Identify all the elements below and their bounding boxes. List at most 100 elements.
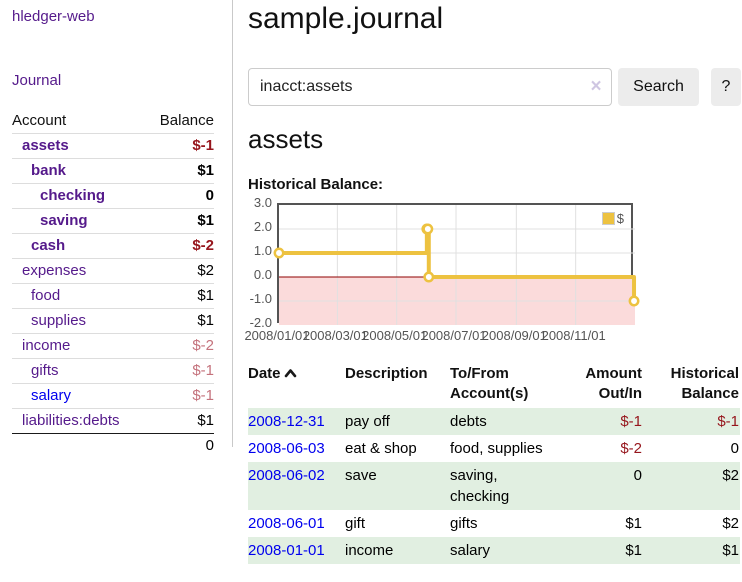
y-axis-tick-label: 1.0 [253,243,272,258]
y-axis-tick-label: 2.0 [253,219,272,234]
x-axis-tick-label: 2008/05/01 [362,328,428,343]
account-row: bank $1 [12,158,214,183]
accounts-total-row: 0 [12,433,214,457]
search-button[interactable]: Search [618,68,699,106]
historical-balance-chart: 3.0 2.0 1.0 0.0 -1.0 -2.0 $ 2008/01/01 2008/03… [244,195,740,345]
transaction-row: 2008-12-31 pay off debts $-1 $-1 [248,408,740,435]
sort-ascending-icon [284,365,297,385]
transaction-accounts: gifts [450,515,478,532]
account-row: gifts $-1 [12,358,214,383]
transaction-description: save [345,467,377,484]
accounts-rows: assets $-1 bank $1 checking 0 saving $1 cash $-2 e… [12,133,214,433]
x-axis-tick-label: 2008/09/01 [481,328,547,343]
account-link[interactable]: liabilities:debts [22,412,120,429]
y-axis-tick-label: -1.0 [249,291,272,306]
account-row: checking 0 [12,183,214,208]
transaction-amount: $1 [625,542,642,559]
account-link[interactable]: cash [31,237,66,254]
transaction-amount: $-1 [620,413,642,430]
account-link[interactable]: food [31,287,61,304]
account-link[interactable]: assets [22,137,69,154]
transaction-amount: $1 [625,515,642,532]
account-balance: $-1 [192,387,214,404]
x-axis-tick-label: 2008/11/01 [541,328,606,343]
transaction-row: 2008-01-01 income salary $1 $1 [248,537,740,564]
accounts-table: Account Balance assets $-1 bank $1 checking 0… [12,110,214,457]
chart-legend: $ [601,211,624,226]
account-link[interactable]: gifts [31,362,59,379]
transaction-amount: 0 [633,467,642,484]
transaction-accounts: saving, checking [450,467,510,505]
transaction-description: eat & shop [345,440,417,457]
app-title-link[interactable]: hledger-web [12,8,95,25]
account-row: assets $-1 [12,133,214,158]
y-axis-tick-label: 3.0 [253,195,272,210]
chart-title: Historical Balance: [248,176,384,193]
legend-swatch [601,212,615,225]
page-title: sample.journal [248,2,444,35]
transaction-date-link[interactable]: 2008-12-31 [248,413,325,430]
clear-search-icon[interactable]: × [590,76,602,97]
transaction-balance: $2 [722,515,739,532]
column-header-description: Description [345,365,428,382]
transaction-date-link[interactable]: 2008-01-01 [248,542,325,559]
account-link[interactable]: salary [31,387,72,404]
transaction-row: 2008-06-01 gift gifts $1 $2 [248,510,740,537]
transaction-amount: $-2 [620,440,642,457]
account-link[interactable]: checking [40,187,106,204]
accounts-total-value: 0 [205,437,214,454]
account-balance: $1 [197,212,214,229]
y-axis-tick-label: -2.0 [249,315,272,330]
column-header-date[interactable]: Date [248,362,345,408]
y-axis-tick-label: 0.0 [253,267,272,282]
sidebar-item-journal[interactable]: Journal [12,72,62,89]
account-balance: 0 [205,187,214,204]
transaction-row: 2008-06-03 eat & shop food, supplies $-2 0 [248,435,740,462]
account-balance: $1 [197,412,214,429]
account-balance: $-2 [192,337,214,354]
account-column-header: Account [12,112,67,129]
search-input[interactable] [248,68,612,106]
account-balance: $1 [197,312,214,329]
account-balance: $2 [197,262,214,279]
chart-plot-area: $ [273,203,640,325]
transaction-date-link[interactable]: 2008-06-03 [248,440,325,457]
account-balance: $-1 [192,362,214,379]
account-balance: $1 [197,162,214,179]
account-row: liabilities:debts $1 [12,408,214,433]
transaction-date-link[interactable]: 2008-06-02 [248,467,325,484]
account-row: saving $1 [12,208,214,233]
transaction-description: gift [345,515,366,532]
account-row: cash $-2 [12,233,214,258]
register-table: Date Description To/From Account(s) Amou… [248,362,740,564]
x-axis-tick-label: 2008/03/01 [302,328,368,343]
account-link[interactable]: income [22,337,71,354]
transaction-date-link[interactable]: 2008-06-01 [248,515,325,532]
transaction-balance: $1 [722,542,739,559]
transaction-balance: $-1 [717,413,739,430]
balance-column-header: Balance [159,112,214,129]
column-header-accounts: To/From Account(s) [450,365,529,402]
account-balance: $-2 [192,237,214,254]
account-row: salary $-1 [12,383,214,408]
account-row: food $1 [12,283,214,308]
column-header-amount: Amount Out/In [585,365,642,402]
account-link[interactable]: expenses [22,262,87,279]
transaction-accounts: food, supplies [450,440,543,457]
chart-canvas [273,205,640,325]
transaction-accounts: debts [450,413,487,430]
account-row: expenses $2 [12,258,214,283]
account-link[interactable]: supplies [31,312,87,329]
account-balance: $-1 [192,137,214,154]
register-header-row: Date Description To/From Account(s) Amou… [248,362,740,408]
account-heading: assets [248,124,324,154]
account-link[interactable]: saving [40,212,88,229]
sidebar: hledger-web Journal Account Balance asse… [0,0,233,454]
account-link[interactable]: bank [31,162,67,179]
x-axis-tick-label: 2008/01/01 [244,328,310,343]
main-content: sample.journal × Search ? assets Histori… [244,0,741,582]
transaction-row: 2008-06-02 save saving, checking 0 $2 [248,462,740,510]
account-balance: $1 [197,287,214,304]
help-button[interactable]: ? [711,68,741,106]
account-row: income $-2 [12,333,214,358]
